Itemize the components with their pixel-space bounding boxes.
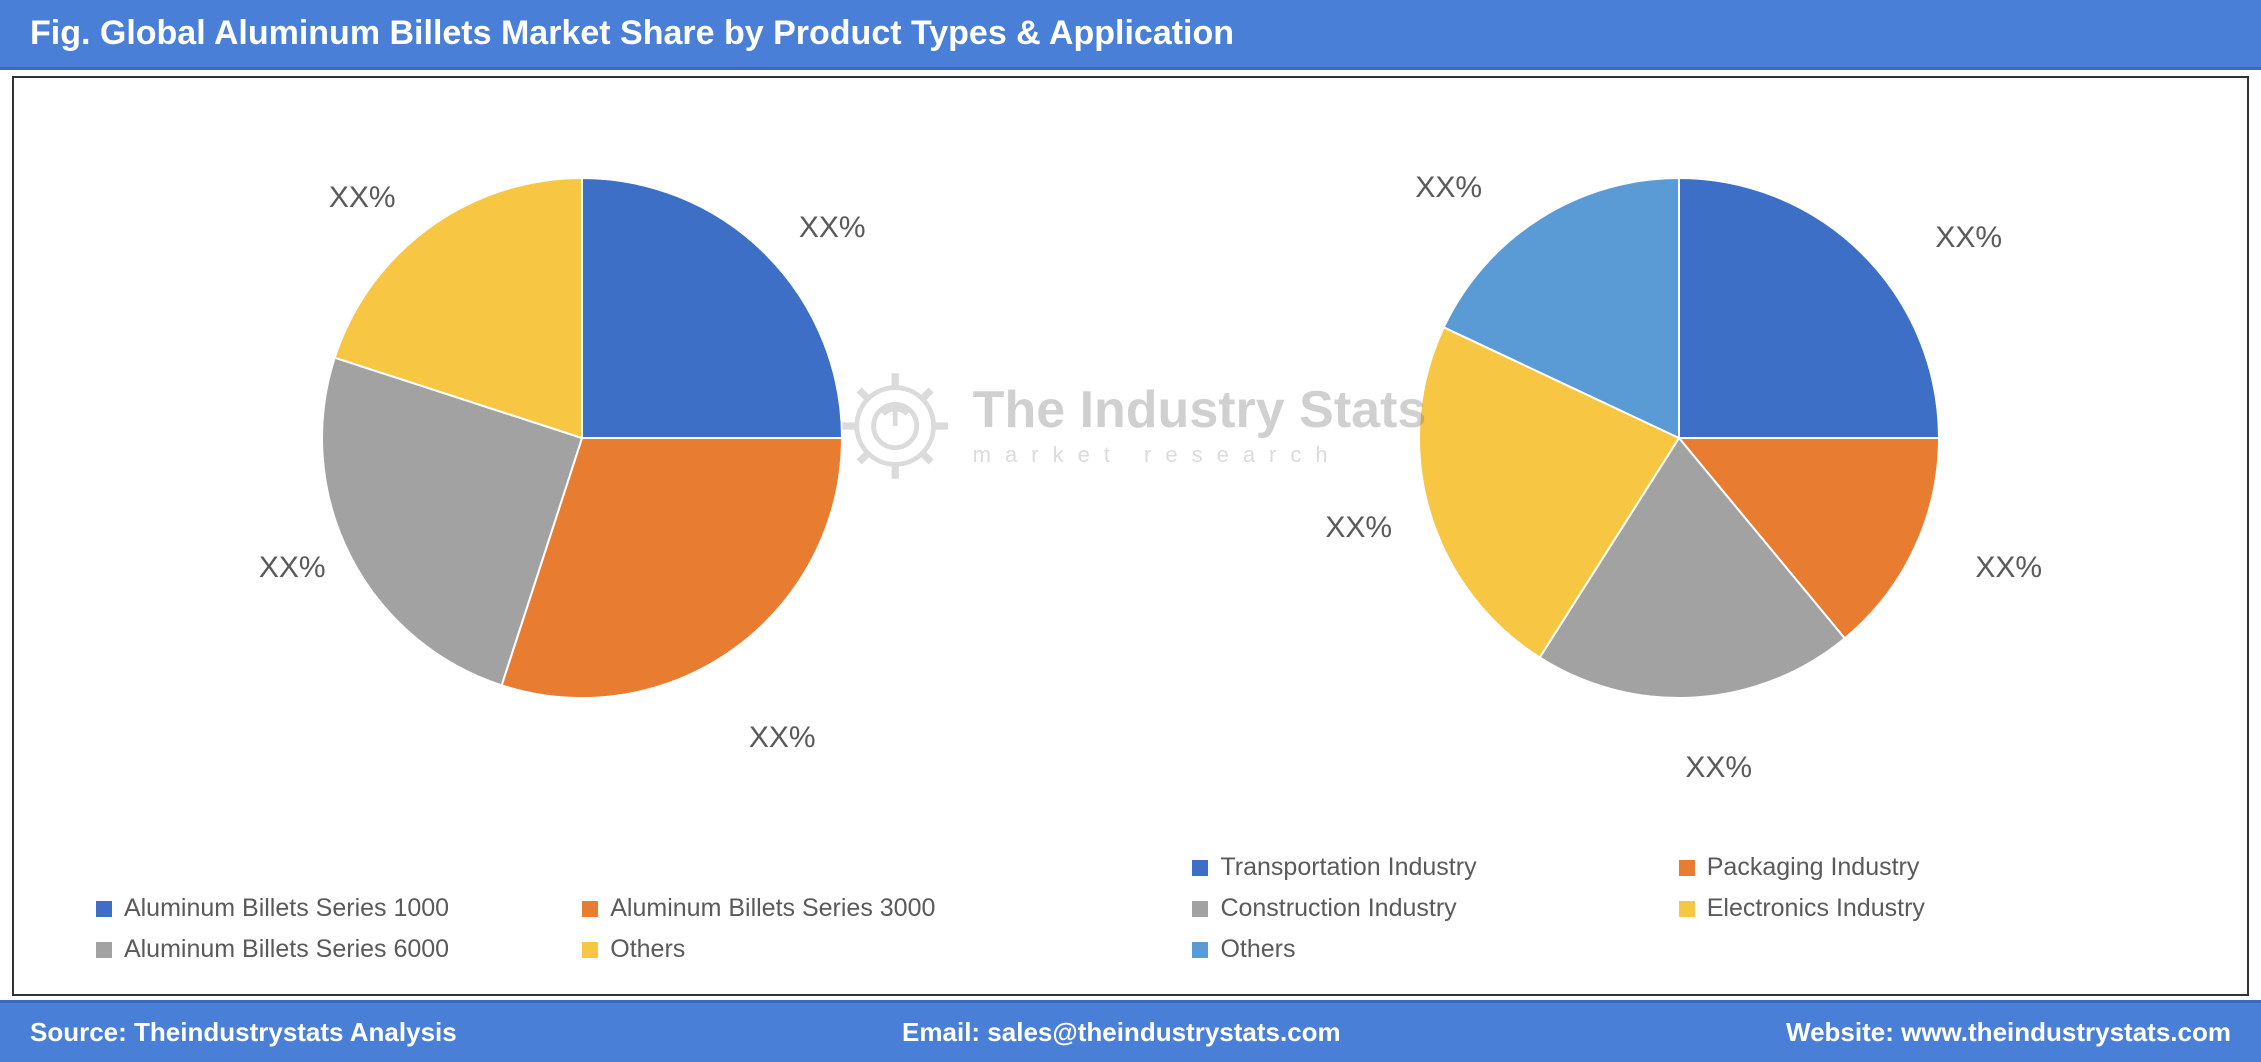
legend-label: Aluminum Billets Series 6000 xyxy=(124,935,449,964)
pie-data-label: XX% xyxy=(1935,221,2002,255)
legend-swatch xyxy=(96,942,112,958)
legend-swatch xyxy=(96,901,112,917)
figure-title-bar: Fig. Global Aluminum Billets Market Shar… xyxy=(0,0,2261,70)
footer-source: Source: Theindustrystats Analysis xyxy=(30,1017,457,1048)
pie-chart-product-types: XX%XX%XX%XX% xyxy=(272,128,892,748)
legend-swatch xyxy=(1679,901,1695,917)
legend-swatch xyxy=(1192,942,1208,958)
legend-swatch xyxy=(1679,860,1695,876)
figure-title: Fig. Global Aluminum Billets Market Shar… xyxy=(30,14,1234,52)
legend-item: Others xyxy=(1192,935,1678,964)
figure-footer-bar: Source: Theindustrystats Analysis Email:… xyxy=(0,1000,2261,1062)
pie-data-label: XX% xyxy=(259,551,326,585)
legend-swatch xyxy=(582,942,598,958)
legend-item: Packaging Industry xyxy=(1679,853,2165,882)
legend-swatch xyxy=(582,901,598,917)
footer-website: Website: www.theindustrystats.com xyxy=(1786,1017,2231,1048)
pie-data-label: XX% xyxy=(1415,171,1482,205)
footer-email: Email: sales@theindustrystats.com xyxy=(902,1017,1341,1048)
legend-item: Aluminum Billets Series 6000 xyxy=(96,935,582,964)
legend-item: Others xyxy=(582,935,1068,964)
legend-product-types: Aluminum Billets Series 1000 Aluminum Bil… xyxy=(56,884,1109,974)
legend-label: Others xyxy=(610,935,685,964)
legend-item: Transportation Industry xyxy=(1192,853,1678,882)
pie-chart-application: XX%XX%XX%XX%XX% xyxy=(1369,128,1989,748)
legend-swatch xyxy=(1192,901,1208,917)
legend-item: Construction Industry xyxy=(1192,894,1678,923)
pie-data-label: XX% xyxy=(329,181,396,215)
pie-data-label: XX% xyxy=(749,721,816,755)
pie-data-label: XX% xyxy=(1325,511,1392,545)
legend-swatch xyxy=(1192,860,1208,876)
legend-item: Aluminum Billets Series 1000 xyxy=(96,894,582,923)
legend-label: Packaging Industry xyxy=(1707,853,1920,882)
legend-label: Aluminum Billets Series 1000 xyxy=(124,894,449,923)
figure-container: Fig. Global Aluminum Billets Market Shar… xyxy=(0,0,2261,1062)
legend-label: Aluminum Billets Series 3000 xyxy=(610,894,935,923)
legend-item: Aluminum Billets Series 3000 xyxy=(582,894,1068,923)
chart-area: XX% XX% XX% XX% Aluminum Billets Series 100… xyxy=(12,76,2249,996)
pie-slice xyxy=(1679,178,1939,438)
legend-label: Others xyxy=(1220,935,1295,964)
legend-label: Transportation Industry xyxy=(1220,853,1476,882)
pie-data-label: XX% xyxy=(1975,551,2042,585)
pie-data-label: XX% xyxy=(799,211,866,245)
pie-data-label: XX% xyxy=(1685,751,1752,785)
legend-item: Electronics Industry xyxy=(1679,894,2165,923)
legend-label: Electronics Industry xyxy=(1707,894,1925,923)
right-chart-column: XX%XX%XX%XX%XX% Transportation IndustryP… xyxy=(1152,108,2205,974)
legend-label: Construction Industry xyxy=(1220,894,1456,923)
legend-application: Transportation Industry Packaging Industr… xyxy=(1152,843,2205,974)
left-chart-column: XX% XX% XX% XX% Aluminum Billets Series 100… xyxy=(56,108,1109,974)
